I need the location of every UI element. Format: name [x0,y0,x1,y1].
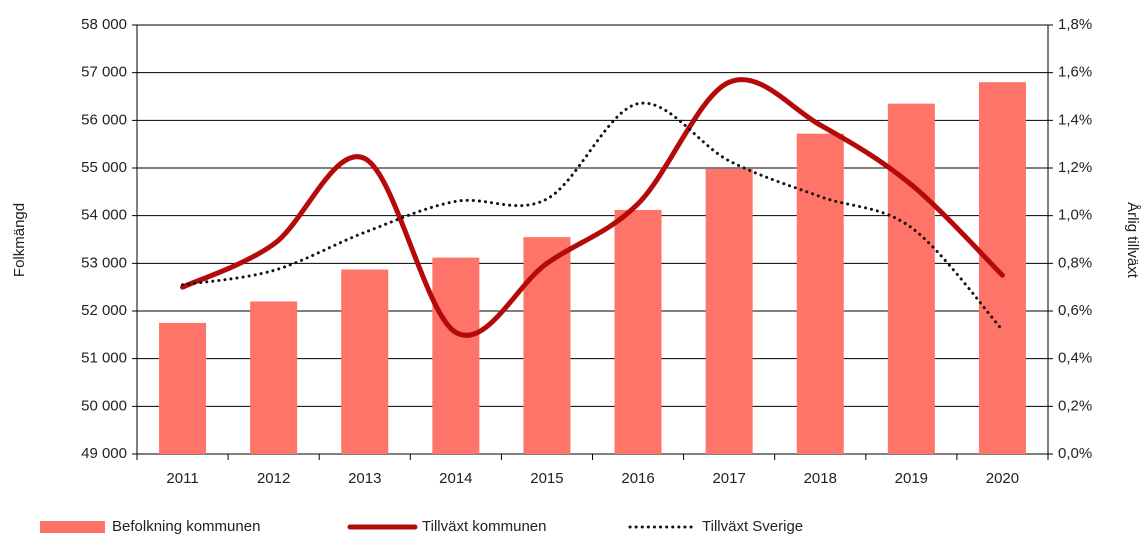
x-tick-label: 2013 [348,470,381,487]
x-tick-label: 2012 [257,470,290,487]
y-tick-label: 55 000 [81,159,127,176]
y2-tick-label: 0,8% [1058,254,1092,271]
y-tick-label: 51 000 [81,350,127,367]
bar [796,133,844,454]
y2-tick-label: 1,0% [1058,207,1092,224]
y-tick-label: 56 000 [81,111,127,128]
y2-tick-label: 0,0% [1058,445,1092,462]
y2-tick-label: 1,6% [1058,64,1092,81]
y-tick-label: 52 000 [81,302,127,319]
y2-tick-label: 0,6% [1058,302,1092,319]
x-tick-label: 2015 [530,470,563,487]
legend-label: Tillväxt Sverige [702,518,803,535]
y-tick-label: 50 000 [81,397,127,414]
bar [887,103,935,455]
y-tick-label: 49 000 [81,445,127,462]
x-tick-label: 2018 [804,470,837,487]
y2-tick-label: 0,4% [1058,350,1092,367]
y2-tick-label: 0,2% [1058,397,1092,414]
y-tick-label: 57 000 [81,64,127,81]
y-tick-label: 54 000 [81,207,127,224]
y-tick-label: 53 000 [81,254,127,271]
bar [523,237,571,454]
y-axis-label: Folkmängd [11,203,28,277]
bar [978,82,1026,454]
x-tick-label: 2011 [166,470,198,487]
bar [341,269,389,454]
x-tick-label: 2020 [986,470,1019,487]
legend-swatch [40,521,105,533]
y2-tick-label: 1,4% [1058,111,1092,128]
bar [432,257,480,454]
x-tick-label: 2019 [895,470,928,487]
bar [614,209,662,454]
x-tick-label: 2016 [621,470,654,487]
y2-tick-label: 1,2% [1058,159,1092,176]
x-tick-label: 2014 [439,470,472,487]
x-tick-label: 2017 [712,470,745,487]
legend-label: Befolkning kommunen [112,518,260,535]
line [180,77,1005,338]
y-tick-label: 58 000 [81,16,127,33]
y2-axis-label: Årlig tillväxt [1124,202,1141,279]
bar [705,168,753,454]
y2-tick-label: 1,8% [1058,16,1092,33]
bar [250,301,298,454]
legend-label: Tillväxt kommunen [422,518,546,535]
bar [159,322,207,454]
line [181,101,1004,332]
